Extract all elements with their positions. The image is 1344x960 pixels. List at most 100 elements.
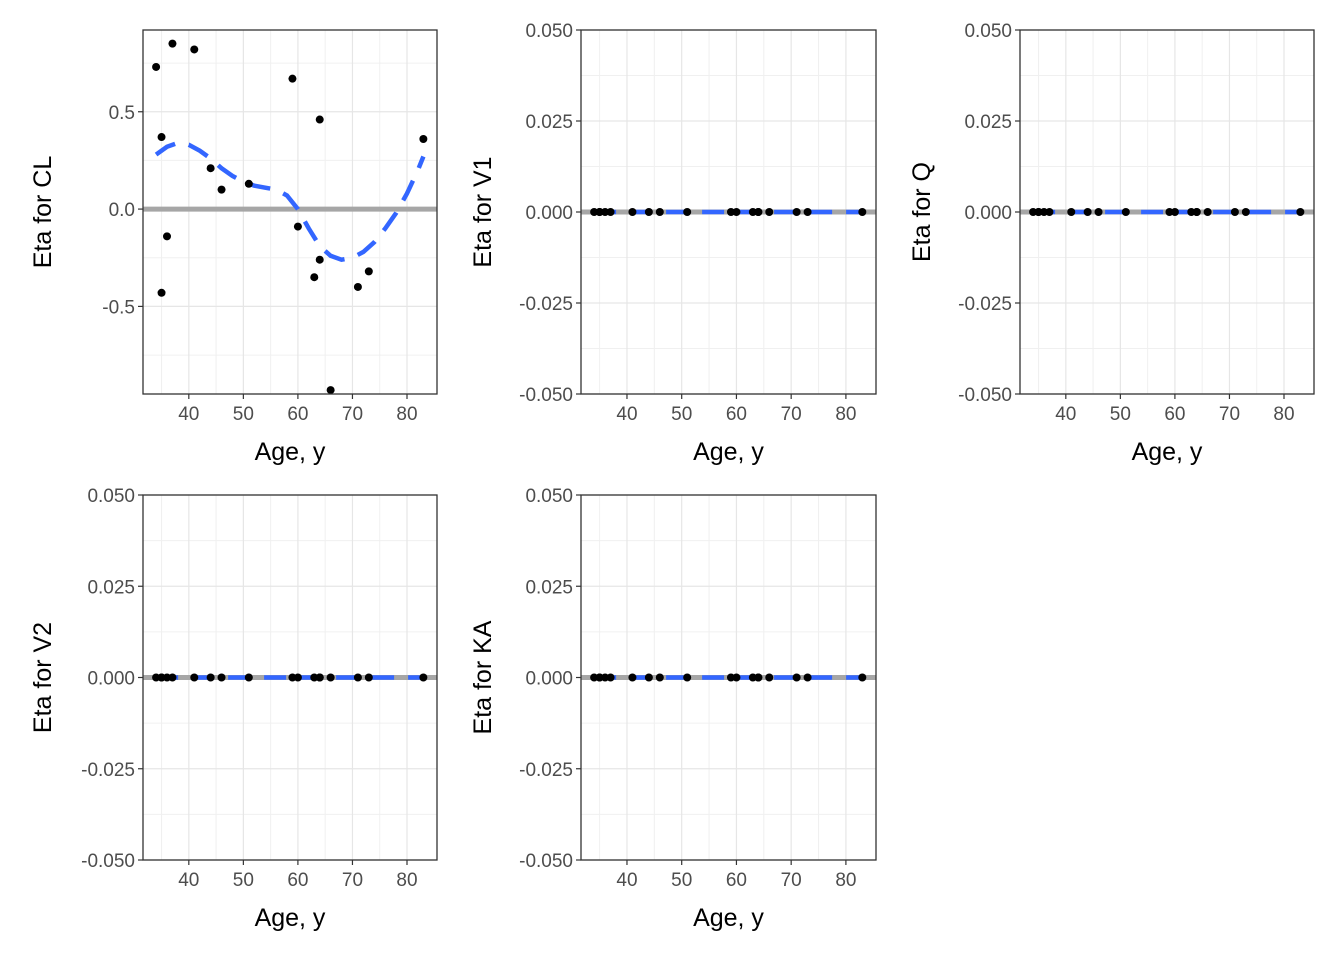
data-point xyxy=(792,673,801,682)
panel-1: 40 50 60 70 80 -0.5 0.0 0.5 Age, y Eta for CL xyxy=(29,29,438,466)
x-tick-label: 70 xyxy=(781,404,802,425)
data-point xyxy=(726,673,735,682)
x-axis-title: Age, y xyxy=(693,904,764,932)
y-tick-label: -0.050 xyxy=(958,385,1012,406)
data-point xyxy=(419,673,428,682)
data-point xyxy=(293,222,302,231)
y-axis-title: Eta for V1 xyxy=(469,156,497,267)
x-tick-label: 60 xyxy=(726,404,747,425)
data-point xyxy=(152,62,161,71)
data-point xyxy=(748,673,757,682)
x-tick-label: 50 xyxy=(233,870,254,891)
smooth-line xyxy=(154,140,426,263)
data-point xyxy=(792,208,801,216)
data-point xyxy=(1192,208,1201,216)
data-point xyxy=(1203,208,1212,216)
data-point xyxy=(803,673,812,682)
data-point xyxy=(168,39,177,48)
data-point xyxy=(1045,208,1054,216)
data-point xyxy=(590,673,599,682)
x-tick-label: 40 xyxy=(1055,404,1076,425)
data-point xyxy=(765,208,774,216)
x-tick-label: 70 xyxy=(1219,404,1240,425)
x-axis-title: Age, y xyxy=(1132,438,1203,466)
x-tick-label: 80 xyxy=(835,870,856,891)
x-tick-label: 80 xyxy=(1273,404,1294,425)
data-point xyxy=(606,673,615,682)
y-tick-label: 0.000 xyxy=(525,203,573,224)
data-point xyxy=(748,208,757,216)
y-tick-label: 0.025 xyxy=(525,112,573,133)
data-point xyxy=(754,673,763,682)
data-point xyxy=(244,673,253,682)
data-point xyxy=(628,673,637,682)
y-tick-label: 0.025 xyxy=(87,577,135,598)
x-tick-label: 40 xyxy=(616,404,637,425)
data-point xyxy=(644,208,653,216)
x-tick-label: 60 xyxy=(287,404,308,425)
y-tick-label: -0.5 xyxy=(102,297,135,318)
data-point xyxy=(754,208,763,216)
data-point xyxy=(364,673,373,682)
y-tick-label: 0.000 xyxy=(525,669,573,690)
x-tick-label: 60 xyxy=(1164,404,1185,425)
x-axis-title: Age, y xyxy=(693,438,764,466)
data-point xyxy=(732,673,741,682)
data-point xyxy=(217,673,226,682)
data-point xyxy=(315,255,324,264)
data-point xyxy=(163,232,171,241)
x-tick-label: 50 xyxy=(671,404,692,425)
data-point xyxy=(601,208,610,216)
y-axis-title: Eta for KA xyxy=(469,620,497,734)
data-point xyxy=(1296,208,1305,216)
y-tick-label: 0.000 xyxy=(964,203,1012,224)
y-tick-label: -0.025 xyxy=(519,760,573,781)
data-point xyxy=(1241,208,1250,216)
data-point xyxy=(606,208,615,216)
x-axis-title: Age, y xyxy=(255,438,326,466)
data-point xyxy=(353,282,362,291)
y-tick-label: 0.050 xyxy=(964,21,1012,42)
x-tick-label: 80 xyxy=(396,404,417,425)
data-point xyxy=(293,673,302,682)
x-tick-label: 60 xyxy=(287,870,308,891)
data-point xyxy=(803,208,812,216)
x-tick-label: 70 xyxy=(342,404,363,425)
y-tick-label: -0.050 xyxy=(81,851,135,872)
data-point xyxy=(726,208,735,216)
data-point xyxy=(683,208,692,216)
data-point xyxy=(601,673,610,682)
x-axis-title: Age, y xyxy=(255,904,326,932)
data-point xyxy=(683,673,692,682)
data-point xyxy=(595,673,604,682)
y-tick-label: 0.025 xyxy=(525,577,573,598)
y-tick-label: -0.025 xyxy=(519,294,573,315)
y-axis-title: Eta for Q xyxy=(908,162,936,262)
x-tick-label: 50 xyxy=(671,870,692,891)
data-point xyxy=(315,115,324,124)
data-point xyxy=(595,208,604,216)
data-point xyxy=(1121,208,1130,216)
y-tick-label: 0.5 xyxy=(109,103,135,124)
y-tick-label: -0.025 xyxy=(958,294,1012,315)
x-tick-label: 80 xyxy=(396,870,417,891)
data-point xyxy=(1170,208,1179,216)
x-tick-label: 80 xyxy=(835,404,856,425)
data-point xyxy=(310,273,319,282)
data-point xyxy=(419,135,428,144)
data-point xyxy=(244,179,253,188)
data-point xyxy=(1083,208,1092,216)
data-point xyxy=(628,208,637,216)
panel-border xyxy=(142,29,438,395)
y-tick-label: 0.050 xyxy=(525,486,573,507)
data-point xyxy=(168,673,177,682)
y-tick-label: -0.025 xyxy=(81,760,135,781)
y-tick-label: -0.050 xyxy=(519,851,573,872)
data-point xyxy=(206,164,215,173)
x-tick-label: 70 xyxy=(342,870,363,891)
y-tick-label: 0.050 xyxy=(87,486,135,507)
data-point xyxy=(157,288,166,297)
x-tick-label: 50 xyxy=(233,404,254,425)
x-tick-label: 50 xyxy=(1110,404,1131,425)
data-point xyxy=(655,673,664,682)
